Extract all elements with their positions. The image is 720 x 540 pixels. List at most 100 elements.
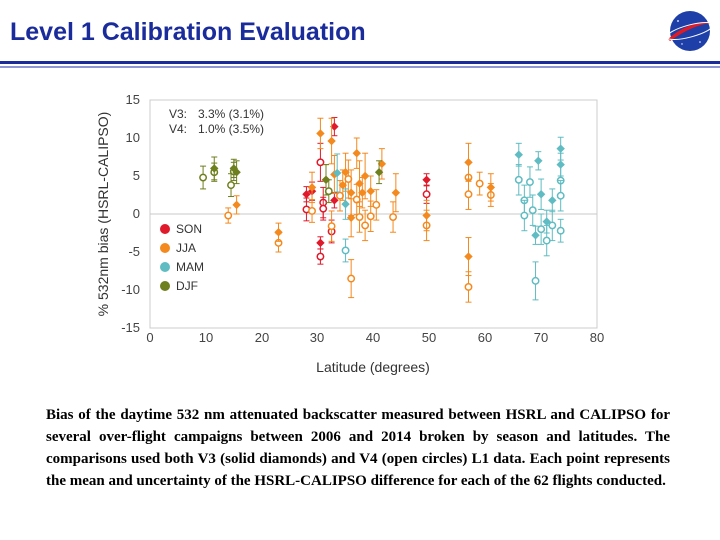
x-tick-label: 40 — [366, 330, 380, 345]
point-v4-son — [422, 190, 431, 199]
figure-caption: Bias of the daytime 532 nm attenuated ba… — [46, 407, 670, 489]
chart-axes: 0 10 20 30 40 50 60 70 80 15 10 5 0 -5 -… — [95, 92, 604, 375]
point-v3-jja — [464, 158, 473, 167]
point-v3-jja — [377, 159, 387, 169]
x-tick-label: 50 — [422, 330, 436, 345]
chart-legend: V3: 3.3% (3.1%) V4: 1.0% (3.5%) SON JJA … — [160, 107, 264, 293]
point-v4-mam — [520, 211, 529, 220]
x-tick-label: 80 — [590, 330, 604, 345]
y-tick-label: -10 — [121, 282, 140, 297]
x-tick-label: 10 — [199, 330, 213, 345]
point-v3-jja — [391, 188, 401, 197]
stats-label-v3: V3: — [169, 107, 187, 121]
point-v4-jja — [224, 211, 233, 220]
legend-label-mam: MAM — [176, 260, 204, 274]
y-tick-label: -15 — [121, 320, 140, 335]
point-v4-mam — [531, 276, 540, 285]
y-tick-label: 10 — [126, 130, 140, 145]
legend-label-son: SON — [176, 222, 202, 236]
point-v4-mam — [548, 221, 557, 230]
point-v3-jja — [327, 136, 336, 146]
legend-marker-jja — [160, 243, 170, 253]
point-v4-mam — [556, 191, 565, 200]
point-v4-jja — [355, 213, 364, 221]
point-v3-jja — [366, 187, 375, 196]
point-v3-jja — [464, 252, 473, 261]
point-v4-jja — [475, 179, 484, 188]
point-v3-jja — [358, 188, 367, 197]
point-v3-jja — [307, 183, 317, 192]
point-v3-jja — [352, 149, 361, 158]
point-v3-son — [330, 122, 339, 131]
point-v3-jja — [341, 168, 350, 177]
point-v4-jja — [327, 222, 336, 231]
point-v4-jja — [464, 283, 473, 291]
point-v3-djf — [321, 175, 331, 184]
point-v3-mam — [531, 231, 540, 240]
point-v3-son — [302, 190, 311, 199]
point-v4-son — [319, 204, 328, 213]
point-v3-djf — [229, 164, 239, 173]
point-v4-jja — [308, 207, 316, 215]
point-v3-mam — [542, 217, 551, 226]
point-v4-mam — [528, 206, 537, 215]
point-v3-jja — [346, 188, 356, 197]
legend-marker-djf — [160, 281, 170, 291]
point-v3-jja — [316, 129, 325, 138]
nasa-logo — [666, 11, 714, 51]
point-v4-mam — [537, 225, 546, 234]
legend-marker-mam — [160, 262, 170, 272]
point-v3-mam — [332, 168, 342, 178]
point-v4-djf — [324, 187, 333, 196]
point-v3-son — [330, 196, 339, 205]
point-v4-jja — [372, 200, 381, 209]
point-v4-mam — [542, 236, 551, 245]
point-v3-mam — [556, 144, 565, 153]
x-axis-label: Latitude (degrees) — [316, 359, 430, 375]
y-tick-label: -5 — [128, 244, 140, 259]
point-v3-mam — [341, 199, 350, 209]
point-v3-mam — [534, 156, 543, 165]
point-v3-mam — [556, 160, 565, 169]
legend-marker-son — [160, 224, 170, 234]
point-v3-mam — [514, 150, 523, 159]
point-v3-jja — [486, 183, 496, 192]
point-v3-djf — [210, 164, 219, 173]
point-v3-son — [316, 238, 325, 248]
stats-value-v3: 3.3% (3.1%) — [198, 107, 264, 121]
point-v3-mam — [536, 190, 546, 199]
point-v4-mam — [341, 246, 350, 255]
point-v3-jja — [274, 228, 283, 237]
y-tick-label: 0 — [133, 206, 140, 221]
point-v4-jja — [347, 274, 356, 283]
title-rule-thin — [0, 66, 720, 68]
point-v4-jja — [344, 175, 353, 183]
legend-label-djf: DJF — [176, 279, 198, 293]
point-v4-mam — [514, 175, 523, 184]
bias-chart: 0 10 20 30 40 50 60 70 80 15 10 5 0 -5 -… — [95, 92, 604, 375]
point-v4-son — [316, 158, 325, 167]
point-v4-son — [316, 252, 325, 261]
point-v3-djf — [232, 168, 241, 177]
point-v4-jja — [336, 191, 344, 200]
point-v3-mam — [548, 196, 557, 205]
legend-label-jja: JJA — [176, 241, 196, 255]
point-v4-jja — [366, 212, 375, 221]
title-rule — [0, 61, 720, 64]
point-v3-jja — [355, 179, 364, 188]
point-v4-djf — [227, 181, 235, 190]
stats-value-v4: 1.0% (3.5%) — [198, 122, 264, 136]
chart-points — [199, 116, 565, 303]
point-v4-mam — [526, 178, 534, 187]
x-tick-label: 20 — [255, 330, 269, 345]
point-v3-jja — [346, 213, 356, 222]
point-v4-mam — [556, 226, 565, 235]
point-v4-jja — [464, 190, 473, 199]
point-v4-jja — [361, 221, 370, 230]
y-tick-label: 5 — [133, 168, 140, 183]
point-v3-jja — [422, 211, 431, 220]
slide-title: Level 1 Calibration Evaluation — [10, 18, 366, 46]
stats-label-v4: V4: — [169, 122, 187, 136]
point-v4-jja — [389, 213, 398, 221]
x-tick-label: 0 — [146, 330, 153, 345]
